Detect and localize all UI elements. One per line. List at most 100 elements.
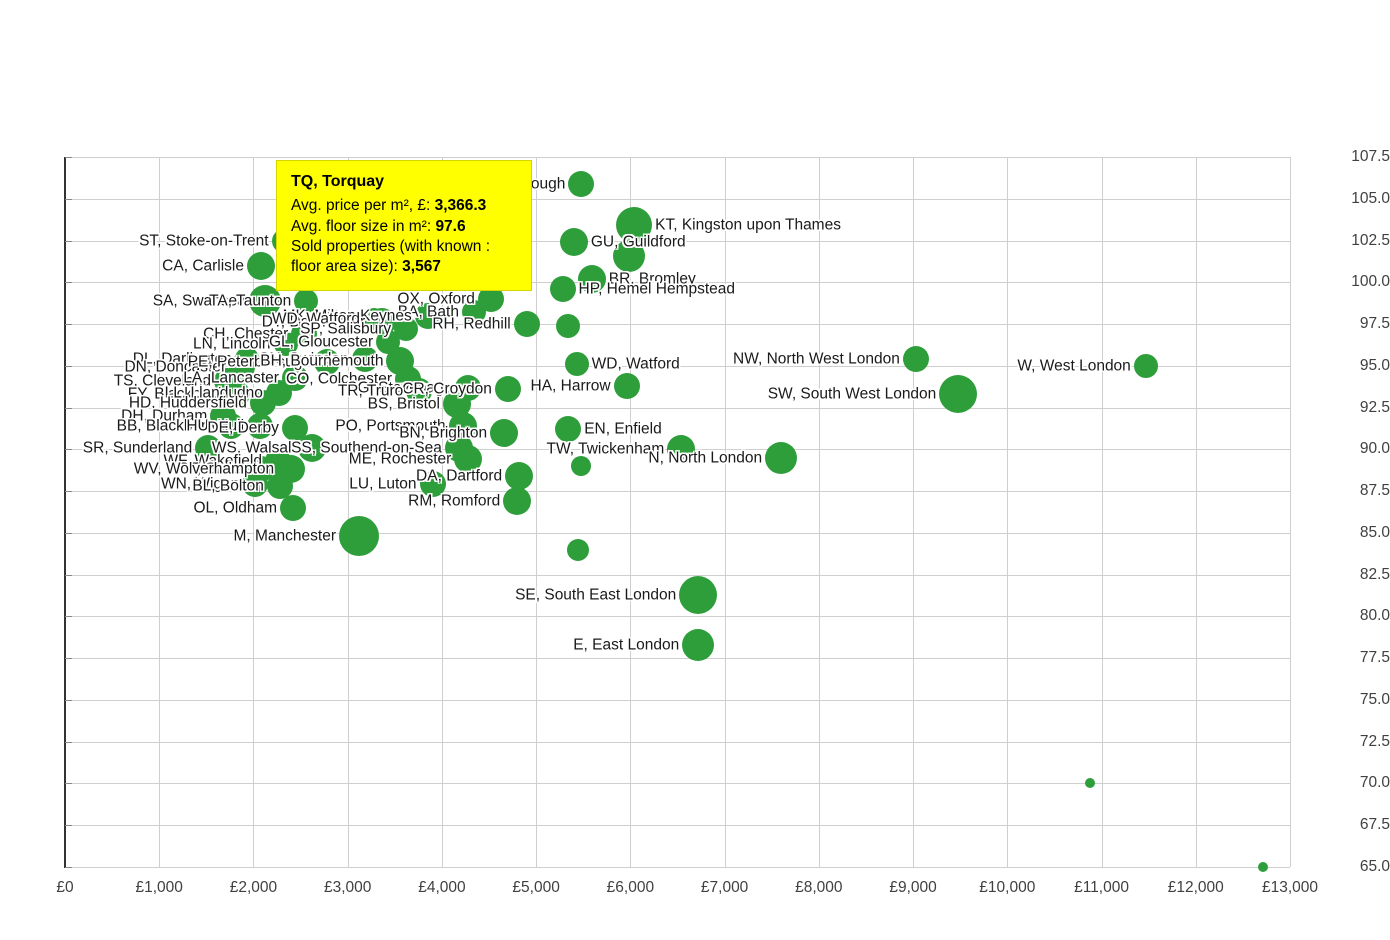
data-point-bubble[interactable] (577, 264, 606, 293)
data-point-bubble[interactable] (505, 462, 534, 491)
data-point-label: SS, Southend-on-Sea (291, 438, 442, 456)
data-point-label: LU, Luton (349, 475, 417, 493)
y-axis-tick-label: 80.0 (1359, 607, 1390, 625)
data-point-bubble[interactable] (247, 251, 275, 280)
y-axis-tick-mark (65, 741, 72, 743)
data-point-bubble[interactable] (461, 300, 486, 325)
data-point-bubble[interactable] (242, 471, 269, 498)
data-point-label: BB, Blackburn (116, 417, 215, 435)
data-point-bubble[interactable] (224, 381, 251, 408)
data-point-bubble[interactable] (217, 412, 244, 439)
data-point-bubble[interactable] (247, 412, 274, 439)
data-point-bubble[interactable] (419, 471, 446, 498)
data-point-bubble[interactable] (414, 302, 441, 329)
y-axis-tick-label: 77.5 (1359, 649, 1390, 667)
gridline-horizontal (65, 532, 1290, 534)
y-axis-tick-mark (65, 449, 72, 451)
gridline-vertical (1101, 157, 1103, 867)
y-axis-tick-mark (65, 365, 72, 367)
data-point-bubble[interactable] (273, 332, 298, 357)
y-axis-tick-mark (65, 658, 72, 660)
data-point-bubble[interactable] (667, 435, 696, 464)
data-point-bubble[interactable] (559, 228, 588, 257)
gridline-horizontal (65, 658, 1290, 660)
data-point-bubble[interactable] (679, 575, 718, 614)
data-point-bubble[interactable] (616, 207, 653, 244)
data-point-bubble[interactable] (455, 374, 482, 401)
data-point-bubble[interactable] (1257, 862, 1268, 872)
x-axis-tick-label: £0 (56, 879, 74, 896)
data-point-label: ME, Rochester (348, 450, 452, 468)
data-point-label: E, East London (573, 636, 680, 654)
data-point-bubble[interactable] (248, 284, 281, 317)
data-point-bubble[interactable] (280, 494, 307, 521)
data-point-label: BL, Bolton (192, 477, 264, 495)
y-axis-tick-label: 75.0 (1359, 690, 1390, 708)
y-axis-tick-label: 95.0 (1359, 356, 1390, 374)
data-point-bubble[interactable] (503, 487, 532, 516)
gridline-horizontal (65, 825, 1290, 827)
data-point-label: TS, Cleveland (113, 372, 212, 390)
gridline-horizontal (65, 157, 1290, 158)
y-axis-tick-label: 102.5 (1351, 231, 1390, 249)
x-axis-tick-label: £8,000 (795, 879, 843, 896)
data-point-bubble[interactable] (490, 418, 519, 447)
data-point-bubble[interactable] (902, 346, 929, 373)
data-point-bubble[interactable] (556, 313, 581, 338)
data-point-label: HU, Hull (186, 417, 245, 435)
data-point-bubble[interactable] (339, 516, 379, 557)
data-point-bubble[interactable] (1133, 353, 1158, 378)
data-point-bubble[interactable] (195, 434, 222, 461)
data-point-bubble[interactable] (351, 346, 378, 373)
data-point-bubble[interactable] (363, 308, 386, 331)
data-point-bubble[interactable] (571, 456, 592, 477)
data-point-bubble[interactable] (564, 352, 589, 377)
data-point-bubble[interactable] (939, 375, 978, 414)
data-point-bubble[interactable] (566, 538, 589, 561)
gridline-horizontal (65, 282, 1290, 284)
y-axis-tick-mark (65, 699, 72, 701)
x-axis-tick-label: £3,000 (323, 879, 372, 896)
data-point-label: WN, Wigan (160, 475, 240, 493)
data-point-label: SG, Stevenage (347, 378, 453, 396)
data-point-bubble[interactable] (613, 239, 646, 272)
data-point-bubble[interactable] (549, 275, 576, 302)
gridline-vertical (253, 157, 255, 867)
data-point-label: HA, Harrow (530, 377, 611, 395)
data-point-bubble[interactable] (297, 433, 326, 462)
data-point-bubble[interactable] (568, 170, 595, 197)
data-point-label: DE, Derby (207, 418, 279, 436)
tooltip-price-row: Avg. price per m², £: 3,366.3 (291, 196, 519, 216)
data-point-label: KT, Kingston upon Thames (655, 216, 841, 234)
data-point-label: OX, Oxford (397, 290, 475, 308)
data-point-label: W, West London (1017, 357, 1131, 375)
data-point-bubble[interactable] (1085, 778, 1096, 789)
tooltip-price-label: Avg. price per m², £: (291, 197, 431, 215)
data-point-bubble[interactable] (406, 377, 433, 404)
data-point-label: TW, Twickenham (546, 440, 665, 458)
y-axis-tick-mark (65, 783, 72, 785)
data-point-bubble[interactable] (376, 330, 401, 355)
data-point-label: RH, Redhill (432, 315, 511, 333)
gridline-horizontal (65, 574, 1290, 576)
data-point-bubble[interactable] (266, 473, 293, 500)
data-point-label: WS, Walsall (211, 438, 295, 456)
data-point-bubble[interactable] (294, 288, 319, 313)
data-point-label: PO, Portsmouth (335, 417, 446, 435)
data-point-bubble[interactable] (765, 441, 798, 474)
data-point-bubble[interactable] (234, 347, 259, 372)
data-point-bubble[interactable] (682, 628, 715, 661)
data-point-bubble[interactable] (281, 414, 308, 441)
data-point-label: WV, Wolverhampton (133, 460, 275, 478)
data-point-bubble[interactable] (613, 372, 640, 399)
data-point-bubble[interactable] (494, 376, 521, 403)
data-point-bubble[interactable] (454, 445, 483, 474)
data-point-bubble[interactable] (513, 311, 540, 338)
data-point-label: SE, South East London (515, 585, 677, 603)
data-point-bubble[interactable] (313, 349, 340, 376)
data-point-label: BH, Bournemouth (260, 352, 384, 370)
data-point-bubble[interactable] (249, 389, 276, 416)
data-point-label: CR, Croydon (402, 380, 492, 398)
data-point-bubble[interactable] (555, 416, 582, 443)
gridline-horizontal (65, 324, 1290, 326)
